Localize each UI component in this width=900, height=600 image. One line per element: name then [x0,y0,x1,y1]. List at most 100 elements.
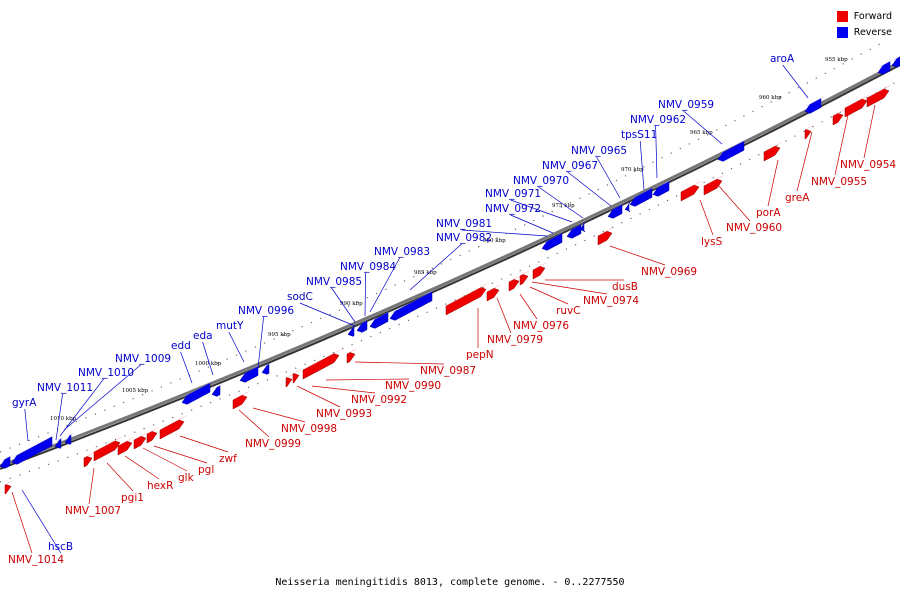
reverse-gene-top [878,59,893,68]
reverse-leader-line [257,316,264,369]
forward-gene-label: NMV_0987 [420,365,476,377]
reverse-gene-top [390,289,435,314]
forward-leader-line [296,385,341,408]
reverse-gene [804,98,822,114]
legend-reverse: Reverse [836,24,892,40]
forward-leader-line [311,385,376,394]
reverse-gene-label: NMV_0981 [436,218,492,230]
forward-leader-line [11,491,33,554]
legend-forward: Forward [836,8,892,24]
reverse-gene-label: NMV_0983 [374,246,430,258]
forward-gene-label: zwf [219,453,237,465]
forward-gene [302,353,340,380]
reverse-gene-label: hscB [48,541,73,553]
forward-gene-label: NMV_0998 [281,423,337,435]
reverse-leader-line [639,140,645,191]
forward-gene-label: NMV_1007 [65,505,121,517]
reverse-leader-line [461,229,548,237]
forward-gene-label: pgl [198,464,214,476]
reverse-leader-line [63,364,141,431]
forward-gene [292,373,300,384]
reverse-gene-label: NMV_0996 [238,305,294,317]
forward-gene-top [764,141,783,152]
reverse-gene [239,366,259,383]
reverse-gene-label: NMV_0959 [658,99,714,111]
tick-label: 1010 kbp [50,416,77,422]
reverse-gene-top [608,202,625,212]
reverse-gene-label: tpsS11 [621,129,657,141]
reverse-gene [652,181,670,197]
reverse-gene-label: NMV_1010 [78,367,134,379]
forward-gene [4,484,12,495]
reverse-gene-top [542,231,565,244]
reverse-gene-label: NMV_0985 [306,276,362,288]
genome-caption: Neisseria meningitidis 8013, complete ge… [275,577,625,588]
tick-label: 970 kbp [621,167,644,173]
reverse-leader-line [331,287,356,323]
reverse-gene-top [357,318,370,326]
reverse-gene-top [625,200,632,205]
reverse-gene [11,436,53,465]
forward-gene-label: NMV_0974 [583,295,639,307]
reverse-gene [369,312,389,329]
forward-gene-label: porA [756,207,781,219]
forward-gene [159,419,185,440]
forward-gene [844,98,868,118]
forward-leader-line [179,435,229,453]
forward-leader-line [699,199,714,236]
tick-label: 1005 kbp [122,388,149,394]
reverse-gene-top [212,383,223,390]
reverse-leader-line [180,351,193,384]
reverse-gene-label: NMV_0982 [436,232,492,244]
reverse-gene-top [892,56,900,61]
forward-swatch [836,10,848,22]
upper-tick-row [0,43,881,453]
forward-gene-label: greA [785,192,810,204]
forward-gene-label: ruvC [556,305,581,317]
reverse-leader-line [409,243,462,291]
forward-gene-top [509,274,522,282]
reverse-gene-label: NMV_0962 [630,114,686,126]
forward-gene-top [681,180,702,192]
reverse-leader-line [782,64,809,99]
reverse-leader-line [683,110,723,145]
forward-gene-top [303,348,342,370]
tick-label: 995 kbp [268,332,291,338]
reverse-gene [181,382,211,405]
reverse-gene-top [262,362,272,368]
forward-gene-label: NMV_0979 [487,334,543,346]
forward-gene [133,436,147,450]
forward-gene-top [598,226,615,236]
forward-gene-top [533,261,548,270]
reverse-leader-line [55,393,63,441]
reverse-gene-top [653,179,672,190]
forward-gene [346,352,356,364]
forward-gene-top [487,283,502,292]
reverse-gene-top [805,96,824,107]
reverse-leader-line [228,331,245,363]
reverse-gene-top [370,310,391,322]
reverse-gene-top [580,220,587,225]
reverse-gene [717,140,745,162]
forward-gene-top [134,431,149,440]
forward-leader-line [153,445,208,464]
reverse-leader-line [538,186,584,219]
reverse-leader-line [21,489,62,554]
reverse-leader-line [24,408,29,442]
tick-label: 965 kbp [690,130,713,136]
tick-label: 990 kbp [340,301,363,307]
forward-gene-top [867,84,892,98]
forward-leader-line [531,281,608,295]
forward-leader-line [325,378,410,381]
reverse-gene-label: NMV_0971 [485,188,541,200]
genome-backbone [0,60,900,468]
forward-gene-top [293,368,302,374]
reverse-gene-top [630,186,655,200]
forward-gene [146,431,158,444]
forward-gene [866,88,890,108]
tick-label: 955 kbp [825,57,848,63]
forward-gene [703,178,723,196]
forward-gene-top [118,436,135,446]
forward-gene [597,230,613,246]
reverse-gene-label: sodC [287,291,313,303]
